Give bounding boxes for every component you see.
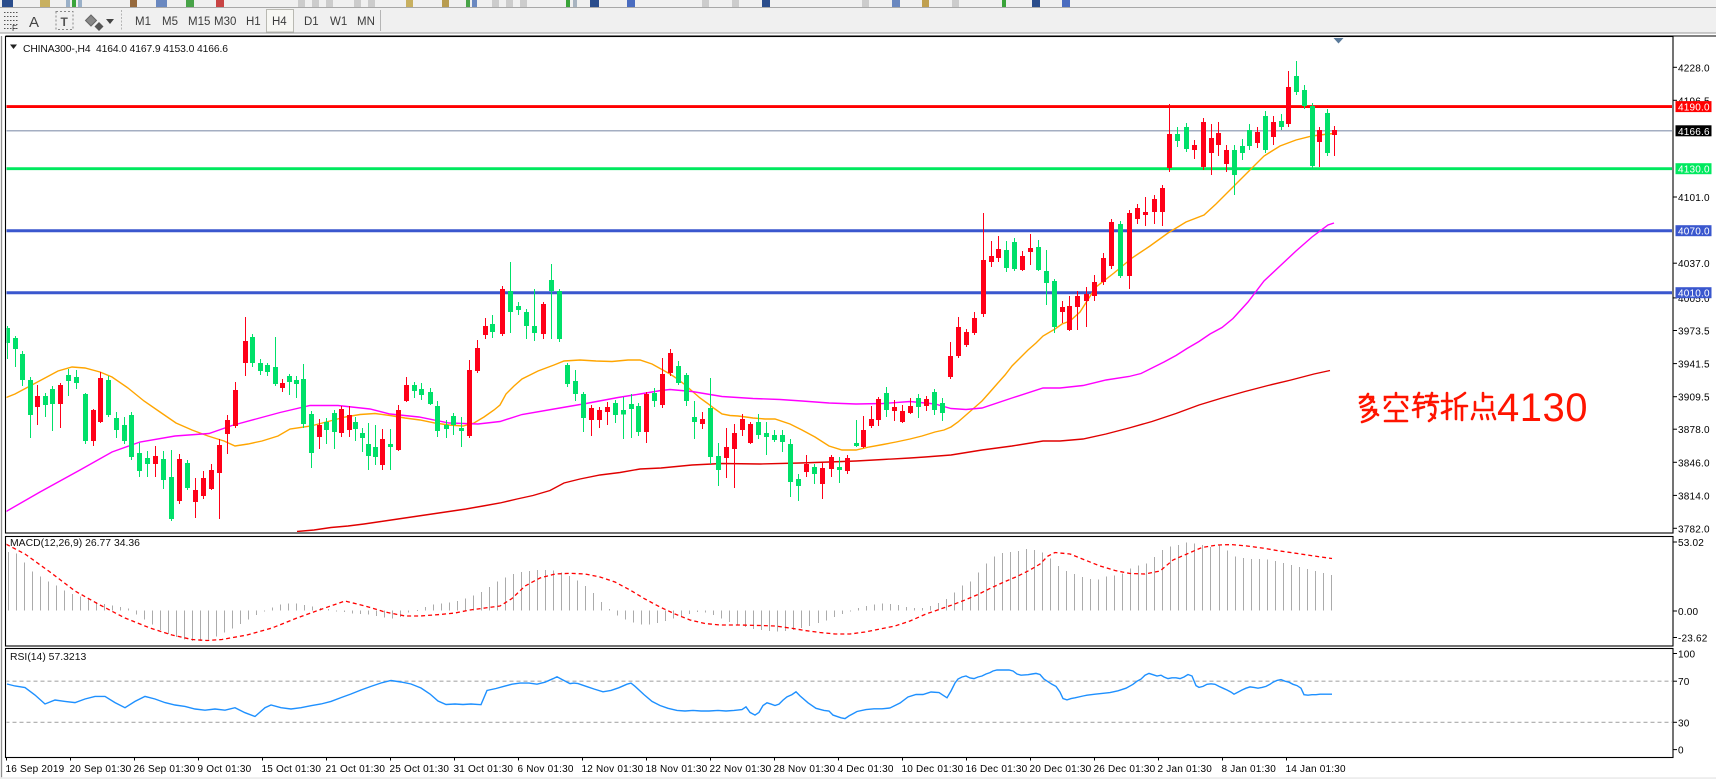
svg-text:15 Oct 01:30: 15 Oct 01:30 bbox=[262, 764, 322, 775]
svg-text:-23.62: -23.62 bbox=[1678, 634, 1708, 645]
svg-text:100: 100 bbox=[1678, 650, 1696, 661]
svg-text:H1: H1 bbox=[246, 16, 261, 28]
svg-text:3814.0: 3814.0 bbox=[1678, 491, 1710, 502]
svg-text:4130: 4130 bbox=[1497, 386, 1588, 430]
svg-text:M1: M1 bbox=[135, 16, 151, 28]
svg-text:4 Dec 01:30: 4 Dec 01:30 bbox=[838, 764, 894, 775]
svg-text:4037.0: 4037.0 bbox=[1678, 259, 1710, 270]
svg-text:10 Dec 01:30: 10 Dec 01:30 bbox=[902, 764, 964, 775]
svg-text:4166.6: 4166.6 bbox=[1678, 127, 1710, 138]
svg-text:20 Sep 01:30: 20 Sep 01:30 bbox=[70, 764, 132, 775]
svg-text:8 Jan 01:30: 8 Jan 01:30 bbox=[1222, 764, 1277, 775]
svg-text:4228.0: 4228.0 bbox=[1678, 63, 1710, 74]
svg-text:9 Oct 01:30: 9 Oct 01:30 bbox=[198, 764, 252, 775]
svg-text:3782.0: 3782.0 bbox=[1678, 524, 1710, 535]
svg-text:6 Nov 01:30: 6 Nov 01:30 bbox=[518, 764, 574, 775]
svg-text:14 Jan 01:30: 14 Jan 01:30 bbox=[1286, 764, 1346, 775]
svg-text:4010.0: 4010.0 bbox=[1678, 289, 1710, 300]
svg-text:26 Dec 01:30: 26 Dec 01:30 bbox=[1094, 764, 1156, 775]
svg-text:A: A bbox=[29, 14, 39, 31]
svg-text:3909.5: 3909.5 bbox=[1678, 393, 1710, 404]
svg-text:0.00: 0.00 bbox=[1678, 607, 1699, 618]
svg-text:70: 70 bbox=[1678, 677, 1690, 688]
svg-text:3846.0: 3846.0 bbox=[1678, 458, 1710, 469]
svg-text:4070.0: 4070.0 bbox=[1678, 227, 1710, 238]
svg-text:20 Dec 01:30: 20 Dec 01:30 bbox=[1030, 764, 1092, 775]
svg-text:16 Dec 01:30: 16 Dec 01:30 bbox=[966, 764, 1028, 775]
svg-text:4101.0: 4101.0 bbox=[1678, 193, 1710, 204]
svg-text:31 Oct 01:30: 31 Oct 01:30 bbox=[454, 764, 514, 775]
svg-text:4130.0: 4130.0 bbox=[1678, 165, 1710, 176]
svg-text:RSI(14) 57.3213: RSI(14) 57.3213 bbox=[10, 652, 86, 663]
svg-text:53.02: 53.02 bbox=[1678, 538, 1704, 549]
svg-text:18 Nov 01:30: 18 Nov 01:30 bbox=[646, 764, 708, 775]
svg-text:H4: H4 bbox=[272, 16, 287, 28]
svg-text:W1: W1 bbox=[330, 16, 347, 28]
svg-text:M30: M30 bbox=[214, 16, 236, 28]
svg-text:30: 30 bbox=[1678, 718, 1690, 729]
svg-text:25 Oct 01:30: 25 Oct 01:30 bbox=[390, 764, 450, 775]
svg-text:3941.5: 3941.5 bbox=[1678, 360, 1710, 371]
svg-text:26 Sep 01:30: 26 Sep 01:30 bbox=[134, 764, 196, 775]
svg-text:T: T bbox=[61, 15, 69, 29]
svg-text:2 Jan 01:30: 2 Jan 01:30 bbox=[1158, 764, 1213, 775]
svg-text:12 Nov 01:30: 12 Nov 01:30 bbox=[582, 764, 644, 775]
svg-text:28 Nov 01:30: 28 Nov 01:30 bbox=[774, 764, 836, 775]
svg-text:22 Nov 01:30: 22 Nov 01:30 bbox=[710, 764, 772, 775]
svg-text:MN: MN bbox=[357, 16, 375, 28]
svg-text:CHINA300-,H4 4164.0 4167.9 41: CHINA300-,H4 4164.0 4167.9 4153.0 4166.6 bbox=[23, 44, 228, 55]
svg-text:21 Oct 01:30: 21 Oct 01:30 bbox=[326, 764, 386, 775]
svg-text:D1: D1 bbox=[304, 16, 319, 28]
svg-text:0: 0 bbox=[1678, 746, 1684, 757]
svg-text:16 Sep 2019: 16 Sep 2019 bbox=[6, 764, 65, 775]
svg-text:MACD(12,26,9) 26.77 34.36: MACD(12,26,9) 26.77 34.36 bbox=[10, 538, 140, 549]
svg-text:M15: M15 bbox=[188, 16, 210, 28]
svg-text:3973.5: 3973.5 bbox=[1678, 327, 1710, 338]
svg-text:M5: M5 bbox=[162, 16, 178, 28]
svg-text:4005.0: 4005.0 bbox=[1678, 294, 1710, 305]
svg-text:4190.0: 4190.0 bbox=[1678, 103, 1710, 114]
svg-text:F: F bbox=[12, 24, 17, 33]
svg-text:3878.0: 3878.0 bbox=[1678, 425, 1710, 436]
